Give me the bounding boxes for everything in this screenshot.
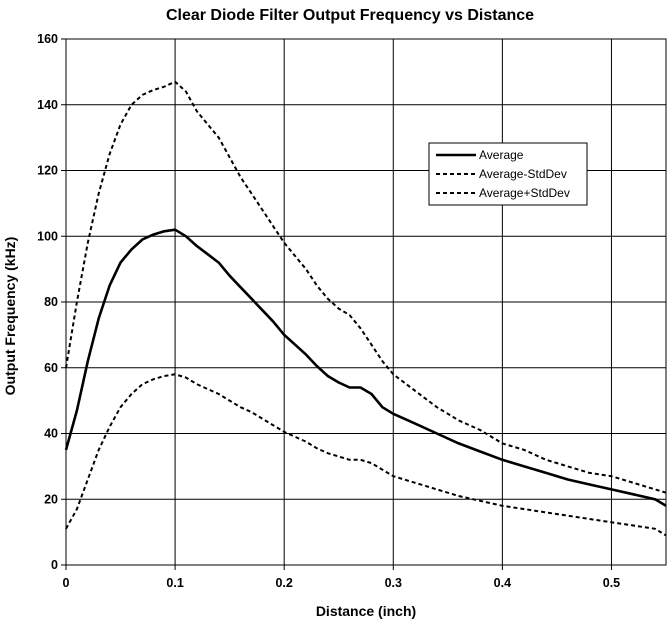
- legend-box: [428, 142, 588, 206]
- x-tick-label: 0.4: [494, 576, 511, 590]
- series-line-average-stddev: [65, 80, 667, 494]
- y-tick-label: 40: [44, 427, 58, 441]
- legend-entry: Average-StdDev: [479, 167, 567, 181]
- y-tick-label: 20: [44, 492, 58, 506]
- y-tick-label: 0: [51, 558, 58, 572]
- x-axis-label: Distance (inch): [316, 603, 416, 619]
- y-tick-label: 160: [37, 32, 58, 46]
- y-axis-label: Output Frequency (kHz): [2, 237, 18, 396]
- series-line-average: [64, 228, 667, 507]
- y-axis: 0 20 40 60 80 100 120 140 160: [37, 32, 66, 572]
- series-line-average-stddev: [65, 373, 667, 537]
- x-tick-label: 0.3: [385, 576, 402, 590]
- y-tick-label: 60: [44, 361, 58, 375]
- x-tick-label: 0.2: [275, 576, 292, 590]
- legend-entry: Average: [479, 148, 524, 162]
- x-tick-label: 0.5: [603, 576, 620, 590]
- legend-entry: Average+StdDev: [479, 186, 570, 200]
- y-tick-label: 80: [44, 295, 58, 309]
- legend: Average Average-StdDev Average+StdDev: [428, 142, 588, 206]
- y-tick-label: 100: [37, 229, 58, 243]
- series-lines: [64, 80, 667, 537]
- x-tick-label: 0: [63, 576, 70, 590]
- x-axis: 0 0.1 0.2 0.3 0.4 0.5: [63, 565, 620, 590]
- x-tick-label: 0.1: [166, 576, 183, 590]
- y-tick-label: 120: [37, 164, 58, 178]
- y-tick-label: 140: [37, 98, 58, 112]
- gridlines: [65, 38, 666, 566]
- chart-title: Clear Diode Filter Output Frequency vs D…: [166, 7, 534, 24]
